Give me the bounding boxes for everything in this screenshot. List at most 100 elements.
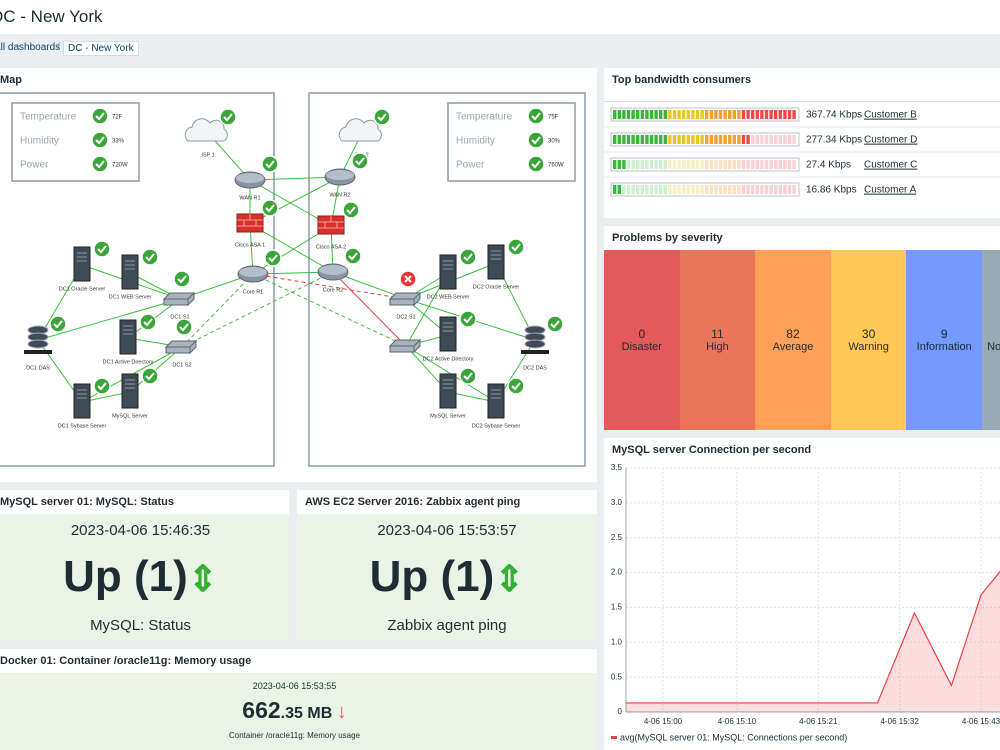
bar-segment [760,135,764,144]
bar-segment [613,185,617,194]
sensor-value: 72F [112,115,123,121]
icon-glyph [268,254,278,263]
bar-segment [787,110,792,119]
bar-segment [723,185,727,194]
severity-block[interactable]: 0 Disaster [604,250,680,430]
bar-segment [649,185,654,194]
widget-title: Map [0,74,22,86]
bar-segment [774,110,778,119]
bar-segment [732,185,736,194]
bar-segment [622,185,626,194]
bar-segment [691,185,695,194]
bar-segment [626,110,631,119]
bar-segment [672,135,677,144]
severity-block[interactable]: 11 High [679,250,756,430]
bar-segment [709,185,713,194]
x-tick-label: 4-06 15:32 [881,717,920,726]
y-tick-label: 1.0 [611,637,623,646]
item-description: Zabbix agent ping [387,617,507,634]
server-icon [487,244,505,280]
router-top [326,170,354,180]
node-label: DC2 Sybase Server [472,423,521,429]
network-map: Temperature 72F Humidity 33% Power 720W Temper… [0,92,586,467]
bar-segment [640,110,644,119]
bar-segment [682,185,686,194]
server-slots [491,389,501,399]
node-label: DC2 S1 [396,314,415,320]
severity-block[interactable]: 30 Warning [830,250,907,430]
das-base [24,350,52,354]
customer-link[interactable]: Customer A [864,185,917,196]
node-label: Cisco ASA 2 [316,244,346,250]
icon-glyph [143,318,153,327]
customer-link[interactable]: Customer C [864,160,917,171]
map-link [332,271,407,347]
icon-glyph [95,112,105,121]
server-slots [125,260,135,270]
icon-glyph [95,160,105,169]
bar-segment [654,160,658,169]
ok-icon [459,310,477,328]
x-tick-label: 4-06 15:00 [644,717,683,726]
map-link [252,273,407,347]
change-indicator: ⇕ [187,558,218,599]
map-link [252,273,407,300]
bar-segment [732,135,736,144]
icon-glyph [145,253,155,262]
units: MB [307,705,333,722]
node-label: DC1 Oracle Server [59,286,106,292]
customer-link[interactable]: Customer B [864,110,917,121]
server-slots [443,322,453,332]
change-indicator: ⇕ [494,558,525,599]
bar-segment [686,110,690,119]
top-bar: DC - New York [0,0,1000,34]
bar-segment [751,110,755,119]
sensor-label: Power [20,160,49,171]
customer-link[interactable]: Customer D [864,135,917,146]
bar-segment [695,185,700,194]
node-label: ISP 1 [201,152,214,158]
router-top [239,267,267,277]
severity-label: Not classified [987,341,1000,353]
y-tick-label: 0 [618,707,623,716]
bar-segment [737,185,741,194]
switch-icon [388,291,422,307]
node-label: MySQL Server [112,413,148,419]
sensor-label: Temperature [456,112,513,123]
bar-segment [728,110,732,119]
ok-icon [141,367,159,385]
breadcrumb[interactable]: All dashboards [0,42,61,53]
icon-glyph [223,113,233,122]
bar-segment [668,160,672,169]
node-label: DC2 Oracle Server [473,284,520,290]
bar-segment [649,135,654,144]
map-link [249,176,341,225]
ok-icon [91,155,109,173]
node-label: DC1 WEB Server [109,294,152,300]
item-description: Container /oracle11g: Memory usage [228,731,361,740]
bar-segment [640,185,644,194]
breadcrumb[interactable]: DC - New York [63,41,139,56]
bar-segment [682,110,686,119]
icon-glyph [511,382,521,391]
bar-segment [686,135,690,144]
severity-block[interactable]: 82 Average [755,250,831,430]
bar-segment [682,135,686,144]
icon-glyph [53,320,63,329]
bar-segment [659,160,663,169]
bandwidth-bar [613,160,796,169]
bar-segment [755,110,759,119]
bar-segment [645,110,649,119]
bar-segment [700,160,704,169]
bar-segment [718,160,723,169]
bar-segment [774,185,778,194]
ok-icon [264,249,282,267]
legend-swatch [611,736,617,739]
widget-title: AWS EC2 Server 2016: Zabbix agent ping [305,496,521,508]
severity-block[interactable]: 9 Information [906,250,982,430]
severity-block[interactable]: 0Not classified [982,250,1000,430]
bar-segment [723,135,727,144]
bar-segment [663,110,667,119]
bar-segment [746,110,750,119]
breadcrumb-separator: / [57,42,60,53]
